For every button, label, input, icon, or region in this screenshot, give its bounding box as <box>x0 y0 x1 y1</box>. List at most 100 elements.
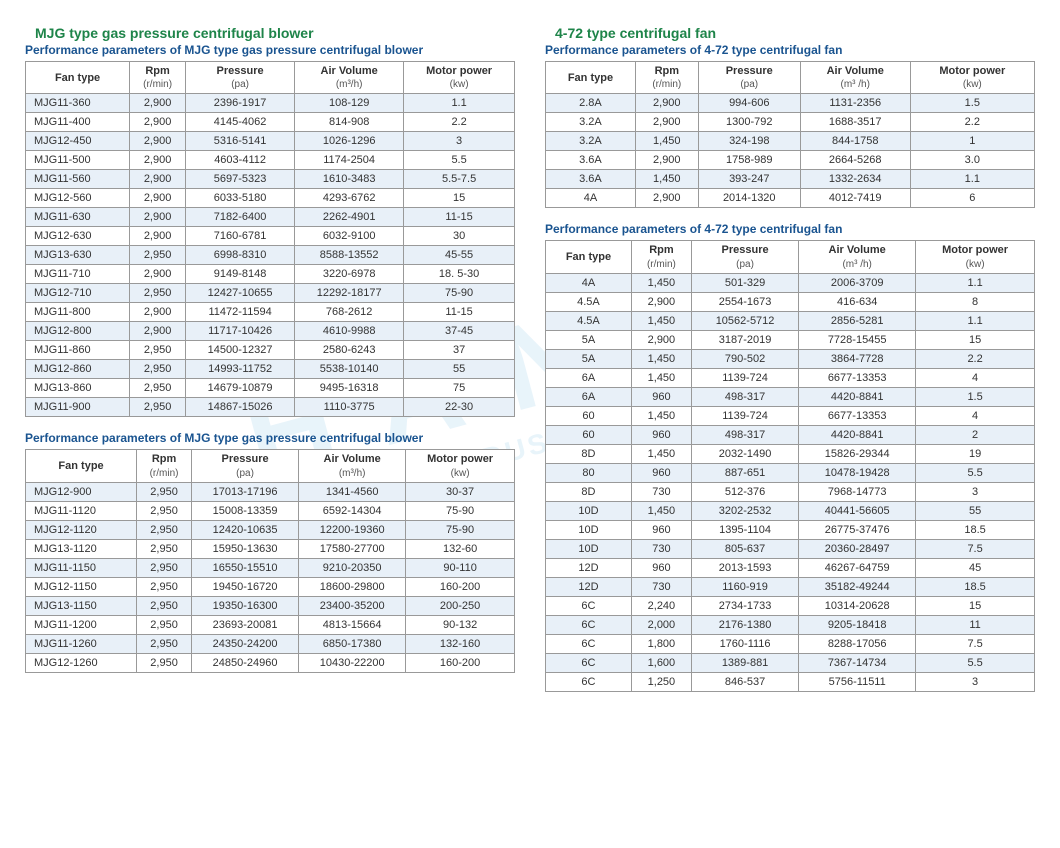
table-cell: 1 <box>910 132 1034 151</box>
table-row: 6C1,8001760-11168288-170567.5 <box>546 634 1035 653</box>
table-cell: 12292-18177 <box>295 284 404 303</box>
table-cell: 5.5 <box>916 463 1035 482</box>
table-cell: 2,950 <box>130 398 186 417</box>
table-row: MJG11-12002,95023693-200814813-1566490-1… <box>26 615 515 634</box>
table-cell: 2,900 <box>130 208 186 227</box>
table-cell: 2,900 <box>130 322 186 341</box>
table-cell: MJG13-860 <box>26 379 130 398</box>
table-cell: 12D <box>546 558 632 577</box>
table-cell: 2,900 <box>635 189 698 208</box>
table-cell: 324-198 <box>698 132 800 151</box>
right-sub2: Performance parameters of 4-72 type cent… <box>545 222 1035 236</box>
table-cell: 846-537 <box>691 672 798 691</box>
table-cell: 1,600 <box>631 653 691 672</box>
table-row: 12D9602013-159346267-6475945 <box>546 558 1035 577</box>
table-cell: 2,950 <box>137 634 192 653</box>
table-cell: 6A <box>546 387 632 406</box>
table-row: 4.5A1,45010562-57122856-52811.1 <box>546 311 1035 330</box>
right-column: 4-72 type centrifugal fan Performance pa… <box>545 25 1035 706</box>
table-row: 4.5A2,9002554-1673416-6348 <box>546 292 1035 311</box>
right-table-1: Fan typeRpm(r/min)Pressure(pa)Air Volume… <box>545 61 1035 208</box>
table-row: 3.6A2,9001758-9892664-52683.0 <box>546 151 1035 170</box>
table-row: 60960498-3174420-88412 <box>546 425 1035 444</box>
table-cell: 6032-9100 <box>295 227 404 246</box>
table-cell: 1.5 <box>916 387 1035 406</box>
table-row: MJG12-7102,95012427-1065512292-1817775-9… <box>26 284 515 303</box>
table-cell: 2.2 <box>404 113 515 132</box>
table-cell: 805-637 <box>691 539 798 558</box>
table-cell: 2,950 <box>137 615 192 634</box>
table-row: 2.8A2,900994-6061131-23561.5 <box>546 94 1035 113</box>
table-cell: 4420-8841 <box>799 425 916 444</box>
table-cell: 160-200 <box>406 577 515 596</box>
table-cell: 2554-1673 <box>691 292 798 311</box>
col-header: Fan type <box>546 62 636 94</box>
table-cell: 960 <box>631 520 691 539</box>
table-cell: 5316-5141 <box>186 132 295 151</box>
table-cell: 30-37 <box>406 482 515 501</box>
table-cell: 5A <box>546 330 632 349</box>
table-cell: 90-110 <box>406 558 515 577</box>
table-cell: 12427-10655 <box>186 284 295 303</box>
table-cell: 960 <box>631 387 691 406</box>
table-cell: 8D <box>546 444 632 463</box>
table-row: MJG12-8602,95014993-117525538-1014055 <box>26 360 515 379</box>
table-cell: 24850-24960 <box>192 653 299 672</box>
table-cell: 2664-5268 <box>800 151 910 170</box>
table-row: MJG12-5602,9006033-51804293-676215 <box>26 189 515 208</box>
table-cell: 6A <box>546 368 632 387</box>
table-cell: 108-129 <box>295 94 404 113</box>
table-cell: 2580-6243 <box>295 341 404 360</box>
table-cell: 5A <box>546 349 632 368</box>
table-cell: 3.6A <box>546 170 636 189</box>
table-cell: 4 <box>916 406 1035 425</box>
table-cell: 6677-13353 <box>799 368 916 387</box>
table-cell: 1026-1296 <box>295 132 404 151</box>
table-cell: 498-317 <box>691 425 798 444</box>
table-cell: 2,900 <box>130 189 186 208</box>
table-cell: 2014-1320 <box>698 189 800 208</box>
table-cell: 10314-20628 <box>799 596 916 615</box>
table-cell: MJG13-1150 <box>26 596 137 615</box>
table-cell: 9210-20350 <box>299 558 406 577</box>
table-cell: 2,900 <box>130 227 186 246</box>
table-cell: 14867-15026 <box>186 398 295 417</box>
table-cell: 11-15 <box>404 208 515 227</box>
table-cell: 37-45 <box>404 322 515 341</box>
table-cell: 8 <box>916 292 1035 311</box>
table-cell: 8D <box>546 482 632 501</box>
table-cell: MJG13-630 <box>26 246 130 265</box>
table-row: MJG12-6302,9007160-67816032-910030 <box>26 227 515 246</box>
table-cell: MJG11-630 <box>26 208 130 227</box>
right-sub1: Performance parameters of 4-72 type cent… <box>545 43 1035 57</box>
table-cell: 1758-989 <box>698 151 800 170</box>
table-cell: 8588-13552 <box>295 246 404 265</box>
table-cell: 18600-29800 <box>299 577 406 596</box>
table-cell: 26775-37476 <box>799 520 916 539</box>
table-row: 6A960498-3174420-88411.5 <box>546 387 1035 406</box>
table-cell: 132-160 <box>406 634 515 653</box>
table-cell: 3187-2019 <box>691 330 798 349</box>
table-cell: 75 <box>404 379 515 398</box>
table-cell: 2,950 <box>130 284 186 303</box>
table-cell: MJG11-860 <box>26 341 130 360</box>
table-cell: 4A <box>546 189 636 208</box>
table-row: 6C1,250846-5375756-115113 <box>546 672 1035 691</box>
table-cell: 2,000 <box>631 615 691 634</box>
table-cell: 6850-17380 <box>299 634 406 653</box>
table-cell: MJG11-1260 <box>26 634 137 653</box>
table-cell: 2,950 <box>137 520 192 539</box>
table-cell: 4813-15664 <box>299 615 406 634</box>
table-cell: 10478-19428 <box>799 463 916 482</box>
table-cell: 80 <box>546 463 632 482</box>
table-row: 3.2A2,9001300-7921688-35172.2 <box>546 113 1035 132</box>
table-row: 3.6A1,450393-2471332-26341.1 <box>546 170 1035 189</box>
table-cell: 37 <box>404 341 515 360</box>
left-sub2: Performance parameters of MJG type gas p… <box>25 431 515 445</box>
table-row: 601,4501139-7246677-133534 <box>546 406 1035 425</box>
table-cell: 200-250 <box>406 596 515 615</box>
table-cell: 14500-12327 <box>186 341 295 360</box>
table-cell: 90-132 <box>406 615 515 634</box>
table-cell: 4420-8841 <box>799 387 916 406</box>
table-cell: 18. 5-30 <box>404 265 515 284</box>
